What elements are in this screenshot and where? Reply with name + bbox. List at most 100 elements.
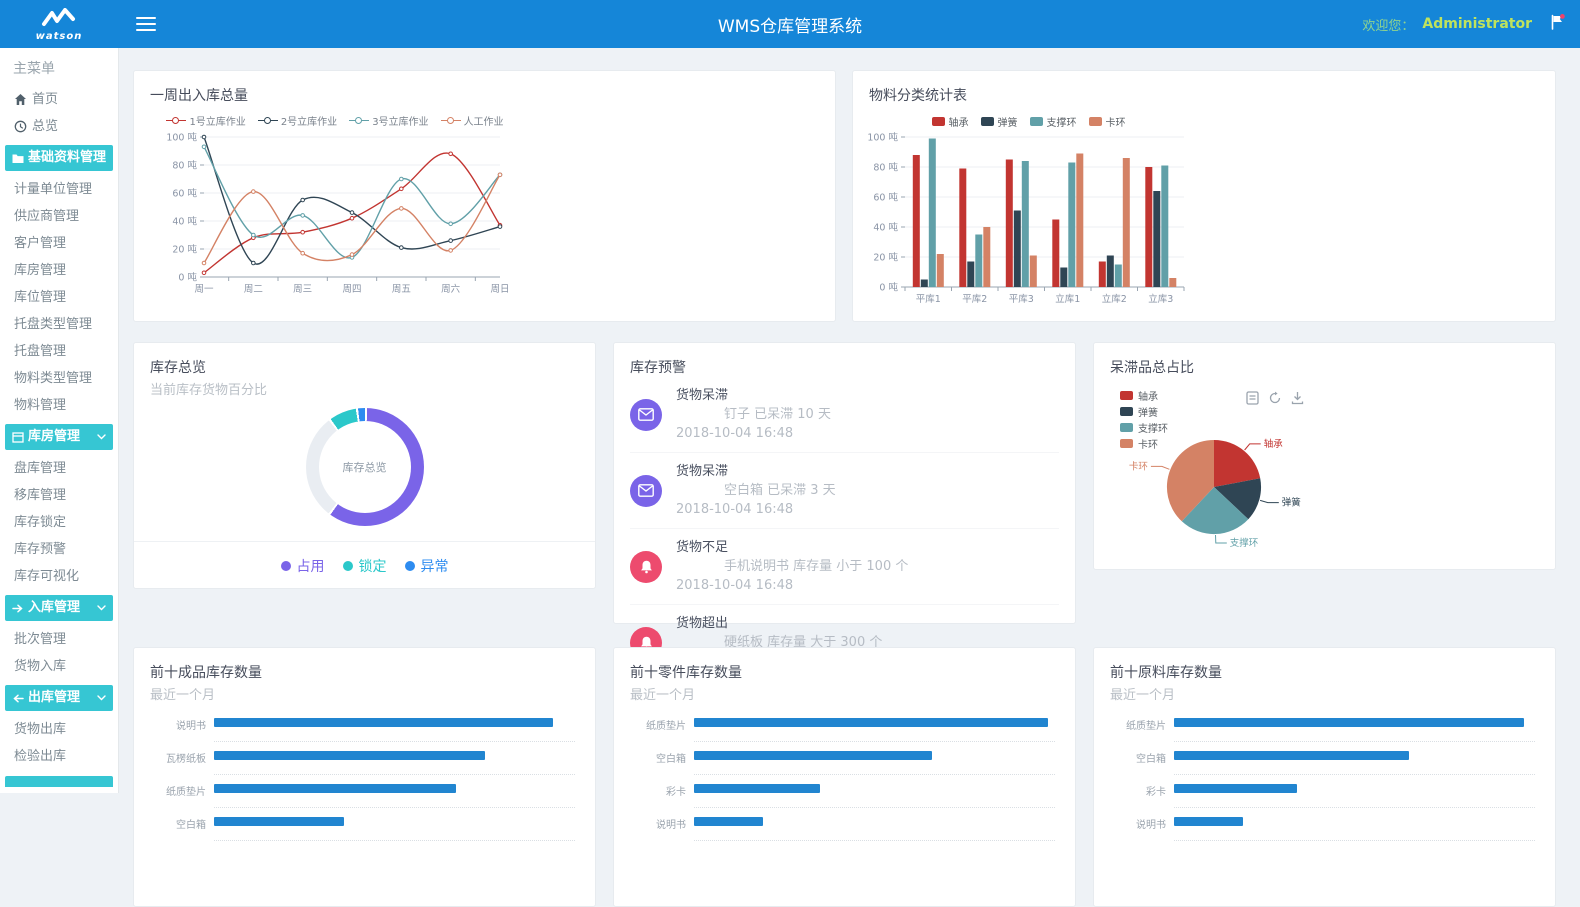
grid-dotline (694, 840, 1055, 841)
svg-text:20 吨: 20 吨 (873, 252, 898, 264)
pie-legend-item-轴承[interactable]: 轴承 (1120, 387, 1168, 403)
pie-legend-item-支撑环[interactable]: 支撑环 (1120, 419, 1168, 435)
sidebar-item-label: 计量单位管理 (14, 182, 93, 197)
sidebar-item-基础资料管理[interactable]: 基础资料管理 (5, 145, 113, 171)
legend-item-轴承[interactable]: 轴承 (931, 114, 969, 129)
sidebar-item-盘库管理[interactable]: 盘库管理 (0, 455, 118, 482)
sidebar-item-label: 物料管理 (14, 398, 67, 413)
sidebar-item-货物入库[interactable]: 货物入库 (0, 653, 118, 680)
hbar[interactable] (1174, 718, 1525, 727)
card-title: 前十零件库存数量 (630, 665, 742, 681)
download-icon[interactable] (1291, 391, 1304, 405)
grid-dotline (1174, 774, 1535, 775)
sidebar-item-label: 货物入库 (14, 659, 67, 674)
inventory-donut-chart: 库存总览 (305, 408, 424, 526)
donut-legend-item-占用[interactable]: 占用 (280, 556, 325, 576)
legend-item-弹簧[interactable]: 弹簧 (980, 114, 1018, 129)
hbar[interactable] (694, 817, 763, 826)
sidebar-item-partial[interactable] (5, 776, 113, 787)
sidebar-item-label: 库房管理 (28, 429, 81, 444)
hbar-row: 纸质垫片 (154, 783, 575, 816)
hbar[interactable] (214, 784, 456, 793)
card-subtitle: 最近一个月 (150, 688, 216, 703)
sidebar-item-托盘类型管理[interactable]: 托盘类型管理 (0, 311, 118, 338)
pie-legend-item-弹簧[interactable]: 弹簧 (1120, 403, 1168, 419)
alert-content: 空白箱 已呆滞 3 天 (724, 483, 836, 498)
donut-legend-item-异常[interactable]: 异常 (404, 556, 449, 576)
sidebar-item-库房管理[interactable]: 库房管理 (5, 424, 113, 450)
hbar[interactable] (694, 751, 933, 760)
sidebar-nav: 首页 总览 基础资料管理 计量单位管理 供应商管理 客户管理 库房管理 库位管理 托盘类型管理托… (0, 86, 118, 770)
svg-text:20 吨: 20 吨 (172, 244, 197, 256)
grid-dotline (214, 807, 575, 808)
refresh-icon[interactable] (1268, 391, 1282, 405)
hbar-row: 空白箱 (634, 750, 1055, 783)
legend-item-3号立库作业[interactable]: 3号立库作业 (349, 113, 429, 128)
hbar-label: 纸质垫片 (1126, 721, 1166, 732)
donut-legend: 占用 锁定 异常 (134, 556, 595, 576)
svg-text:周一: 周一 (194, 284, 214, 295)
sidebar-item-物料管理[interactable]: 物料管理 (0, 392, 118, 419)
sidebar: 主菜单 首页 总览 基础资料管理 计量单位管理 供应商管理 客户管理 库房管理 库位管理 托盘类… (0, 48, 119, 793)
sidebar-item-库存预警[interactable]: 库存预警 (0, 536, 118, 563)
legend-item-2号立库作业[interactable]: 2号立库作业 (257, 113, 337, 128)
sidebar-item-库房管理[interactable]: 库房管理 (0, 257, 118, 284)
pie-legend: 轴承 弹簧 支撑环 卡环 (1120, 387, 1168, 451)
legend-item-卡环[interactable]: 卡环 (1088, 114, 1126, 129)
sidebar-item-计量单位管理[interactable]: 计量单位管理 (0, 176, 118, 203)
hbar[interactable] (1174, 784, 1297, 793)
card-title: 前十原料库存数量 (1110, 665, 1222, 681)
stagnant-pie-chart: 轴承 弹簧 支撑环 卡环 (1104, 415, 1404, 569)
sidebar-item-检验出库[interactable]: 检验出库 (0, 743, 118, 770)
svg-text:80 吨: 80 吨 (172, 160, 197, 172)
svg-text:60 吨: 60 吨 (873, 192, 898, 204)
svg-text:40 吨: 40 吨 (172, 216, 197, 228)
sidebar-item-首页[interactable]: 首页 (0, 86, 118, 113)
svg-text:平库3: 平库3 (1009, 293, 1034, 305)
line-legend-marker-icon (440, 116, 461, 125)
legend-item-支撑环[interactable]: 支撑环 (1029, 114, 1077, 129)
alert-item[interactable]: 货物不足 手机说明书 库存量 小于 100 个 2018-10-04 16:48 (630, 529, 1059, 605)
notification-flag-icon[interactable] (1548, 13, 1566, 35)
hbar-label: 彩卡 (666, 787, 686, 798)
sidebar-item-物料类型管理[interactable]: 物料类型管理 (0, 365, 118, 392)
sidebar-item-批次管理[interactable]: 批次管理 (0, 626, 118, 653)
donut-legend-item-锁定[interactable]: 锁定 (342, 556, 387, 576)
sidebar-item-货物出库[interactable]: 货物出库 (0, 716, 118, 743)
alert-item[interactable]: 货物呆滞 空白箱 已呆滞 3 天 2018-10-04 16:48 (630, 453, 1059, 529)
legend-item-1号立库作业[interactable]: 1号立库作业 (166, 113, 246, 128)
hbar[interactable] (1174, 817, 1243, 826)
legend-swatch-icon (1120, 390, 1133, 400)
sidebar-item-库存可视化[interactable]: 库存可视化 (0, 563, 118, 590)
hbar[interactable] (214, 751, 485, 760)
sidebar-item-出库管理[interactable]: 出库管理 (5, 685, 113, 711)
sidebar-item-库位管理[interactable]: 库位管理 (0, 284, 118, 311)
sidebar-item-label: 物料类型管理 (14, 371, 93, 386)
username[interactable]: Administrator (1422, 16, 1532, 32)
hbar[interactable] (214, 817, 344, 826)
sidebar-item-入库管理[interactable]: 入库管理 (5, 595, 113, 621)
sidebar-item-客户管理[interactable]: 客户管理 (0, 230, 118, 257)
legend-item-人工作业[interactable]: 人工作业 (440, 113, 504, 128)
hbar[interactable] (694, 718, 1048, 727)
card-title: 库存总览 (150, 360, 206, 376)
grid-dotline (214, 840, 575, 841)
hbar[interactable] (694, 784, 821, 793)
sidebar-item-库存锁定[interactable]: 库存锁定 (0, 509, 118, 536)
hbar[interactable] (214, 718, 554, 727)
sidebar-item-供应商管理[interactable]: 供应商管理 (0, 203, 118, 230)
pie-legend-item-卡环[interactable]: 卡环 (1120, 435, 1168, 451)
menu-toggle-icon[interactable] (136, 13, 156, 35)
alert-content: 硬纸板 库存量 大于 300 个 (724, 635, 883, 650)
sidebar-item-移库管理[interactable]: 移库管理 (0, 482, 118, 509)
svg-text:轴承: 轴承 (1264, 438, 1284, 450)
alert-time: 2018-10-04 16:48 (676, 426, 794, 441)
alert-title: 货物呆滞 (676, 464, 729, 479)
data-view-icon[interactable] (1246, 391, 1259, 405)
sidebar-item-总览[interactable]: 总览 (0, 113, 118, 140)
alert-item[interactable]: 货物呆滞 钉子 已呆滞 10 天 2018-10-04 16:48 (630, 377, 1059, 453)
svg-text:支撑环: 支撑环 (1230, 537, 1259, 549)
hbar[interactable] (1174, 751, 1409, 760)
hbar-label: 瓦楞纸板 (166, 754, 206, 765)
sidebar-item-托盘管理[interactable]: 托盘管理 (0, 338, 118, 365)
